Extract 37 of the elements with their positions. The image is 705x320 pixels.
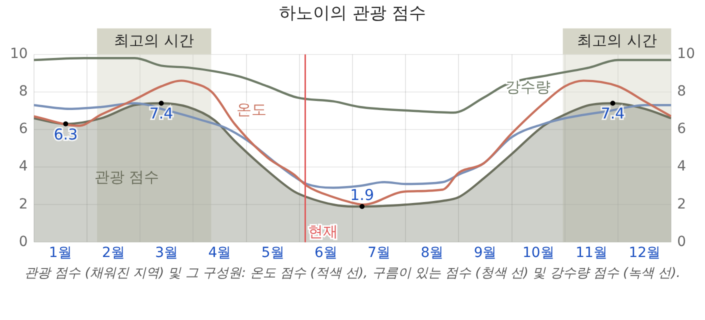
- x-tick-label: 5월: [261, 245, 284, 262]
- y2-tick-label: 4: [677, 158, 686, 175]
- y-tick-label: 6: [18, 121, 28, 138]
- x-tick-label: 3월: [155, 245, 178, 262]
- x-tick-label: 1월: [48, 245, 72, 262]
- x-tick-label: 12월: [628, 245, 661, 262]
- x-tick-label: 10월: [522, 245, 554, 262]
- annotation: 6.3: [54, 125, 78, 144]
- y2-tick-label: 10: [677, 46, 696, 62]
- text: 관광 점수 (채워진 지역) 및 그 구성원: 온도 점수 (적색 선), 구름이 있는 점수 (청색 선) 및 강수량 점수 (녹색 선).: [24, 265, 682, 283]
- ref-line-label: 현재: [308, 222, 338, 241]
- chart-title: 하노이의 관광 점수: [279, 4, 426, 24]
- x-tick-label: 11월: [576, 245, 608, 262]
- y2-tick-label: 2: [677, 196, 686, 212]
- band-label: 최고의 시간: [114, 31, 194, 50]
- band-label: 최고의 시간: [577, 31, 657, 50]
- annotation: 7.4: [149, 104, 174, 123]
- y-tick-label: 4: [18, 158, 28, 175]
- annotation: 1.9: [350, 186, 374, 204]
- x-tick-label: 9월: [474, 245, 497, 262]
- y-tick-label: 2: [18, 196, 28, 212]
- y2-tick-label: 0: [677, 234, 686, 250]
- y-tick-label: 8: [18, 84, 28, 100]
- line-series: [34, 102, 672, 189]
- series-label: 온도: [236, 100, 267, 119]
- x-tick-label: 8월: [420, 245, 444, 262]
- x-tick-label: 2월: [102, 245, 125, 262]
- series-label: 관광 점수: [94, 168, 160, 186]
- y-tick-label: 10: [10, 46, 28, 62]
- x-tick-label: 4월: [208, 245, 232, 262]
- y2-tick-label: 6: [677, 121, 686, 138]
- y2-tick-label: 8: [677, 84, 686, 100]
- series-label: 강수량: [505, 78, 550, 96]
- annotation: 7.4: [600, 104, 625, 123]
- y-tick-label: 0: [18, 234, 28, 250]
- x-tick-label: 7월: [368, 245, 391, 262]
- x-tick-label: 6월: [314, 245, 338, 262]
